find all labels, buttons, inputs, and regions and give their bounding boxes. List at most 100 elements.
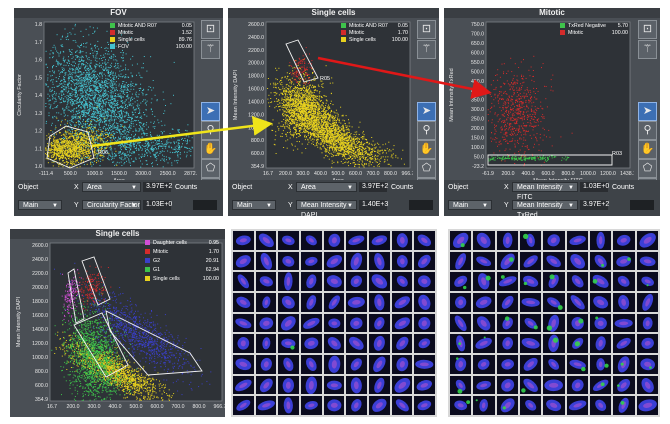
cell-thumbnail[interactable] bbox=[255, 334, 277, 353]
cell-thumbnail[interactable] bbox=[414, 251, 435, 271]
cell-thumbnail[interactable] bbox=[473, 354, 495, 374]
x-axis-select[interactable]: Area ▼ bbox=[82, 182, 141, 192]
cell-thumbnail[interactable] bbox=[255, 272, 277, 291]
counts-field[interactable] bbox=[193, 200, 217, 210]
cell-thumbnail[interactable] bbox=[300, 396, 322, 415]
cell-thumbnail[interactable] bbox=[255, 313, 277, 333]
cell-thumbnail[interactable] bbox=[346, 251, 367, 271]
cell-thumbnail[interactable] bbox=[613, 334, 635, 353]
counts-field[interactable] bbox=[630, 200, 654, 210]
cell-thumbnail[interactable] bbox=[636, 375, 658, 395]
cell-thumbnail[interactable] bbox=[613, 354, 635, 374]
cell-thumbnail[interactable] bbox=[543, 396, 565, 415]
zoom-icon[interactable]: ⚲ bbox=[638, 121, 657, 140]
cell-thumbnail[interactable] bbox=[368, 396, 390, 415]
cell-thumbnail[interactable] bbox=[566, 375, 588, 395]
cell-thumbnail[interactable] bbox=[414, 354, 435, 374]
cell-thumbnail[interactable] bbox=[543, 313, 565, 333]
cell-thumbnail[interactable] bbox=[566, 292, 588, 312]
cell-thumbnail[interactable] bbox=[636, 272, 658, 291]
cell-thumbnail[interactable] bbox=[255, 292, 277, 312]
cell-thumbnail[interactable] bbox=[346, 334, 367, 353]
cell-thumbnail[interactable] bbox=[391, 251, 413, 271]
cell-thumbnail[interactable] bbox=[368, 272, 390, 291]
cell-thumbnail[interactable] bbox=[590, 251, 612, 271]
fit-view-icon[interactable]: ⊡ bbox=[201, 20, 220, 39]
cell-thumbnail[interactable] bbox=[450, 334, 472, 353]
cell-thumbnail[interactable] bbox=[300, 272, 322, 291]
cell-thumbnail[interactable] bbox=[566, 334, 588, 353]
cell-thumbnail[interactable] bbox=[543, 251, 565, 271]
cell-thumbnail[interactable] bbox=[590, 231, 612, 250]
cell-thumbnail[interactable] bbox=[255, 231, 277, 250]
cell-thumbnail[interactable] bbox=[520, 272, 542, 291]
cell-thumbnail[interactable] bbox=[391, 292, 413, 312]
cell-thumbnail[interactable] bbox=[496, 292, 518, 312]
y-axis-select[interactable]: Mean Intensity DAPI ▼ bbox=[296, 200, 357, 219]
cell-thumbnail[interactable] bbox=[414, 396, 435, 415]
cell-thumbnail[interactable] bbox=[496, 313, 518, 333]
gate-icon[interactable]: ⬠ bbox=[638, 159, 657, 178]
cell-thumbnail[interactable] bbox=[233, 334, 254, 353]
cell-thumbnail[interactable] bbox=[300, 354, 322, 374]
cell-thumbnail[interactable] bbox=[391, 231, 413, 250]
cell-thumbnail[interactable] bbox=[520, 334, 542, 353]
cell-thumbnail[interactable] bbox=[368, 375, 390, 395]
fit-view-icon[interactable]: ⊡ bbox=[638, 20, 657, 39]
cell-thumbnail[interactable] bbox=[414, 334, 435, 353]
cell-thumbnail[interactable] bbox=[323, 375, 345, 395]
cell-thumbnail[interactable] bbox=[346, 231, 367, 250]
cell-thumbnail[interactable] bbox=[543, 272, 565, 291]
cell-thumbnail[interactable] bbox=[391, 354, 413, 374]
cell-thumbnail[interactable] bbox=[473, 396, 495, 415]
cell-thumbnail[interactable] bbox=[233, 231, 254, 250]
cell-thumbnail[interactable] bbox=[450, 231, 472, 250]
cell-thumbnail[interactable] bbox=[450, 292, 472, 312]
cell-thumbnail[interactable] bbox=[520, 375, 542, 395]
cell-thumbnail[interactable] bbox=[346, 313, 367, 333]
fov-scatter-plot[interactable]: 1.8 1.7 1.6 1.5 1.4 1.3 1.2 1.1 1.0-111.4 500.0 10… bbox=[14, 18, 197, 180]
cell-thumbnail[interactable] bbox=[414, 313, 435, 333]
y-value-field[interactable]: 3.97E+2 bbox=[580, 200, 609, 210]
cell-thumbnail[interactable] bbox=[543, 231, 565, 250]
cell-thumbnail[interactable] bbox=[473, 313, 495, 333]
zoom-icon[interactable]: ⚲ bbox=[201, 121, 220, 140]
x-value-field[interactable]: 3.97E+2 bbox=[359, 182, 388, 192]
cell-thumbnail[interactable] bbox=[368, 251, 390, 271]
cell-thumbnail[interactable] bbox=[233, 375, 254, 395]
cell-thumbnail[interactable] bbox=[323, 396, 345, 415]
x-axis-select[interactable]: Mean Intensity FITC ▼ bbox=[512, 182, 578, 201]
magic-wand-icon[interactable]: ⚚ bbox=[201, 40, 220, 59]
cell-thumbnail[interactable] bbox=[391, 334, 413, 353]
cell-thumbnail[interactable] bbox=[613, 313, 635, 333]
cell-cycle-scatter-plot[interactable]: 2600.0 2400.0 2200.0 2000.0 1800.0 1600.0 1400… bbox=[10, 239, 225, 417]
cell-thumbnail[interactable] bbox=[323, 313, 345, 333]
cell-thumbnail[interactable] bbox=[233, 313, 254, 333]
cell-thumbnail[interactable] bbox=[255, 375, 277, 395]
x-axis-select[interactable]: Area ▼ bbox=[296, 182, 357, 192]
cell-thumbnail[interactable] bbox=[613, 396, 635, 415]
cell-thumbnail[interactable] bbox=[233, 251, 254, 271]
cell-thumbnail[interactable] bbox=[300, 292, 322, 312]
cell-thumbnail[interactable] bbox=[636, 231, 658, 250]
pointer-icon[interactable]: ➤ bbox=[638, 102, 657, 121]
cell-thumbnail[interactable] bbox=[323, 292, 345, 312]
y-axis-select[interactable]: Circularity Factor ▼ bbox=[82, 200, 141, 210]
cell-thumbnail[interactable] bbox=[543, 334, 565, 353]
cell-thumbnail[interactable] bbox=[278, 272, 299, 291]
cell-thumbnail[interactable] bbox=[590, 354, 612, 374]
cell-thumbnail[interactable] bbox=[636, 334, 658, 353]
cell-thumbnail[interactable] bbox=[613, 251, 635, 271]
cell-thumbnail[interactable] bbox=[590, 334, 612, 353]
cell-thumbnail[interactable] bbox=[255, 251, 277, 271]
cell-thumbnail[interactable] bbox=[414, 292, 435, 312]
cell-thumbnail[interactable] bbox=[473, 251, 495, 271]
pointer-icon[interactable]: ➤ bbox=[201, 102, 220, 121]
gate-icon[interactable]: ⬠ bbox=[417, 159, 436, 178]
cell-thumbnail[interactable] bbox=[636, 354, 658, 374]
object-select[interactable]: Main ▼ bbox=[232, 200, 276, 210]
cell-thumbnail[interactable] bbox=[636, 313, 658, 333]
cell-thumbnail[interactable] bbox=[255, 396, 277, 415]
cell-thumbnail[interactable] bbox=[278, 313, 299, 333]
gate-icon[interactable]: ⬠ bbox=[201, 159, 220, 178]
